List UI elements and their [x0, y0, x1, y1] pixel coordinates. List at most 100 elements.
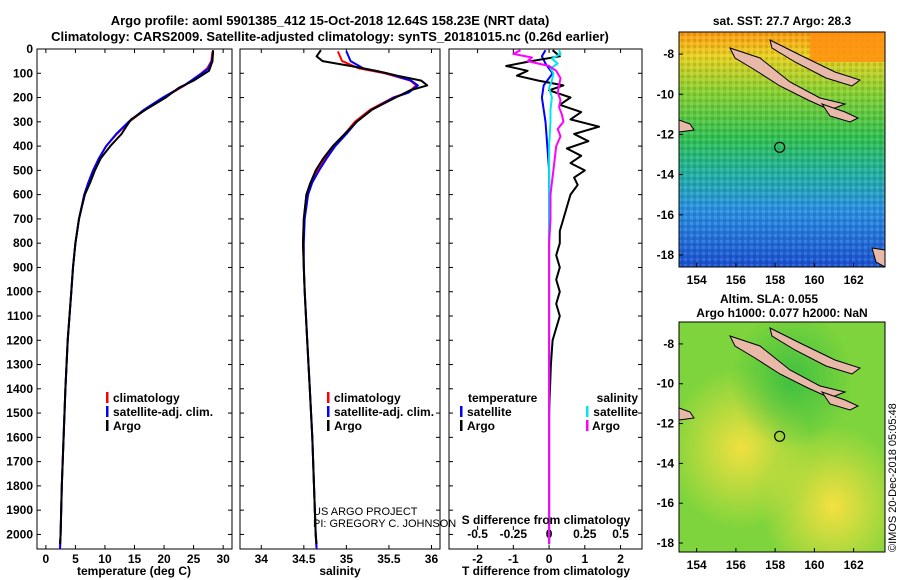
temperature-x-ticks: 0 5 10 15 20 25 30: [43, 49, 230, 566]
y-tick-label: 500: [13, 163, 33, 177]
salinity-legend: climatology satellite-adj. clim. Argo: [327, 391, 434, 433]
island-shape: [820, 391, 860, 411]
sst-warm-patch: [810, 32, 885, 62]
difference-panel-frame: [448, 48, 643, 550]
legend-s-argo-swatch: [586, 420, 589, 431]
imos-watermark: ©IMOS 20-Dec-2018 05:05:48: [887, 403, 899, 552]
map-x-tick-label: 154: [687, 273, 707, 287]
x-tick-label: 5: [72, 552, 79, 566]
float-position-marker: [774, 430, 786, 442]
series-line-satellite-adj-clim-: [59, 51, 215, 549]
map-x-tick-label: 158: [765, 273, 785, 287]
legend-temperature-title: temperature: [468, 391, 538, 405]
temperature-panel-frame: [36, 48, 233, 550]
map-y-tick-label: -12: [657, 127, 675, 141]
legend-t-satellite-label: satellite: [467, 405, 512, 419]
legend-argo-label: Argo: [334, 419, 362, 433]
t-difference-xlabel: T difference from climatology: [462, 564, 630, 578]
s-difference-xlabel: S difference from climatology: [462, 513, 631, 527]
series-line-climatology: [302, 51, 418, 549]
series-line-satellite-adj-clim-: [302, 51, 419, 549]
x-tick-label: 36: [425, 552, 439, 566]
y-tick-label: 1200: [6, 333, 33, 347]
difference-x-ticks: -2 -1 0 1 2: [472, 49, 624, 566]
legend-s-satellite-label: satellite: [593, 405, 638, 419]
figure-title-line1: Argo profile: aoml 5901385_412 15-Oct-20…: [111, 13, 550, 28]
sla-low-patch: [679, 322, 885, 552]
temperature-legend: climatology satellite-adj. clim. Argo: [106, 391, 213, 433]
legend-satellite-label: satellite-adj. clim.: [334, 405, 434, 419]
x-tick-label: 2: [617, 552, 624, 566]
map-y-tick-label: -18: [657, 248, 675, 262]
salinity-panel-frame: [239, 48, 441, 550]
map-x-tick-label: 154: [687, 558, 707, 572]
x-tick-label: -1: [508, 552, 519, 566]
y-tick-label: 1000: [6, 285, 33, 299]
sla-map-title2: Argo h1000: 0.077 h2000: NaN: [696, 306, 867, 320]
y-tick-label: 1100: [7, 309, 33, 323]
legend-s-argo-label: Argo: [592, 419, 620, 433]
map-x-tick-label: 162: [844, 558, 864, 572]
map-y-tick-label: -14: [657, 168, 675, 182]
salinity-xlabel: salinity: [319, 564, 361, 578]
x2-tick-label: 0.25: [573, 527, 597, 541]
x2-tick-label: -0.5: [467, 527, 488, 541]
legend-climatology-label: climatology: [334, 391, 401, 405]
legend-argo-swatch: [327, 420, 330, 431]
y-tick-label: 300: [13, 115, 33, 129]
legend-satellite-label: satellite-adj. clim.: [113, 405, 213, 419]
y-tick-label: 1800: [6, 479, 33, 493]
legend-climatology-label: climatology: [113, 391, 180, 405]
legend-argo-swatch: [106, 420, 109, 431]
legend-s-satellite-swatch: [586, 406, 589, 417]
map-y-tick-label: -14: [657, 456, 675, 470]
map-y-tick-label: -8: [663, 47, 674, 61]
legend-satellite-swatch: [106, 406, 109, 417]
map-y-tick-label: -12: [657, 417, 675, 431]
island-shape: [769, 327, 862, 375]
sst-map: [679, 32, 885, 267]
x-tick-label: 10: [98, 552, 112, 566]
legend-satellite-swatch: [327, 406, 330, 417]
x-tick-label: 15: [128, 552, 142, 566]
series-line-argo: [302, 49, 429, 545]
y-tick-label: 100: [13, 66, 33, 80]
y-tick-label: 900: [13, 260, 33, 274]
sla-map: [679, 322, 885, 552]
x-tick-label: 20: [157, 552, 171, 566]
island-shape: [679, 119, 695, 133]
y-tick-label: 400: [13, 139, 33, 153]
map-x-tick-label: 160: [804, 558, 824, 572]
x-tick-label: 35: [340, 552, 354, 566]
sst-pixel-texture: [679, 32, 885, 267]
map-y-tick-label: -10: [657, 87, 675, 101]
map-x-tick-label: 160: [804, 273, 824, 287]
y-tick-label: 2000: [6, 527, 33, 541]
y-tick-label: 1700: [6, 455, 33, 469]
x-tick-label: 0: [43, 552, 50, 566]
salinity-x-ticks: 34 34.5 35 35.5 36: [255, 49, 439, 566]
map-y-tick-label: -8: [663, 337, 674, 351]
y-tick-label: 700: [13, 212, 33, 226]
y-tick-label: 1400: [6, 382, 33, 396]
island-shape: [769, 39, 862, 87]
series-line-s-argo: [512, 49, 565, 545]
figure-title-line2: Climatology: CARS2009. Satellite-adjuste…: [51, 29, 609, 44]
map-y-tick-label: -16: [657, 208, 675, 222]
x-tick-label: 1: [581, 552, 588, 566]
island-shape: [679, 407, 695, 421]
x-tick-label: 34.5: [292, 552, 316, 566]
y-tick-label: 1900: [6, 503, 33, 517]
sst-map-frame: [678, 31, 886, 268]
legend-argo-label: Argo: [113, 419, 141, 433]
float-position-marker: [774, 141, 786, 153]
x-tick-label: 34: [255, 552, 269, 566]
map-x-tick-label: 158: [765, 558, 785, 572]
legend-t-argo-label: Argo: [467, 419, 495, 433]
map-y-tick-label: -16: [657, 496, 675, 510]
sst-map-title: sat. SST: 27.7 Argo: 28.3: [713, 14, 852, 28]
legend-climatology-swatch: [327, 392, 330, 403]
map-y-tick-label: -18: [657, 536, 675, 550]
x2-tick-label: -0.25: [500, 527, 528, 541]
